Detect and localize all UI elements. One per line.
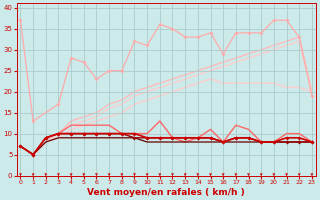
X-axis label: Vent moyen/en rafales ( km/h ): Vent moyen/en rafales ( km/h ) — [87, 188, 245, 197]
